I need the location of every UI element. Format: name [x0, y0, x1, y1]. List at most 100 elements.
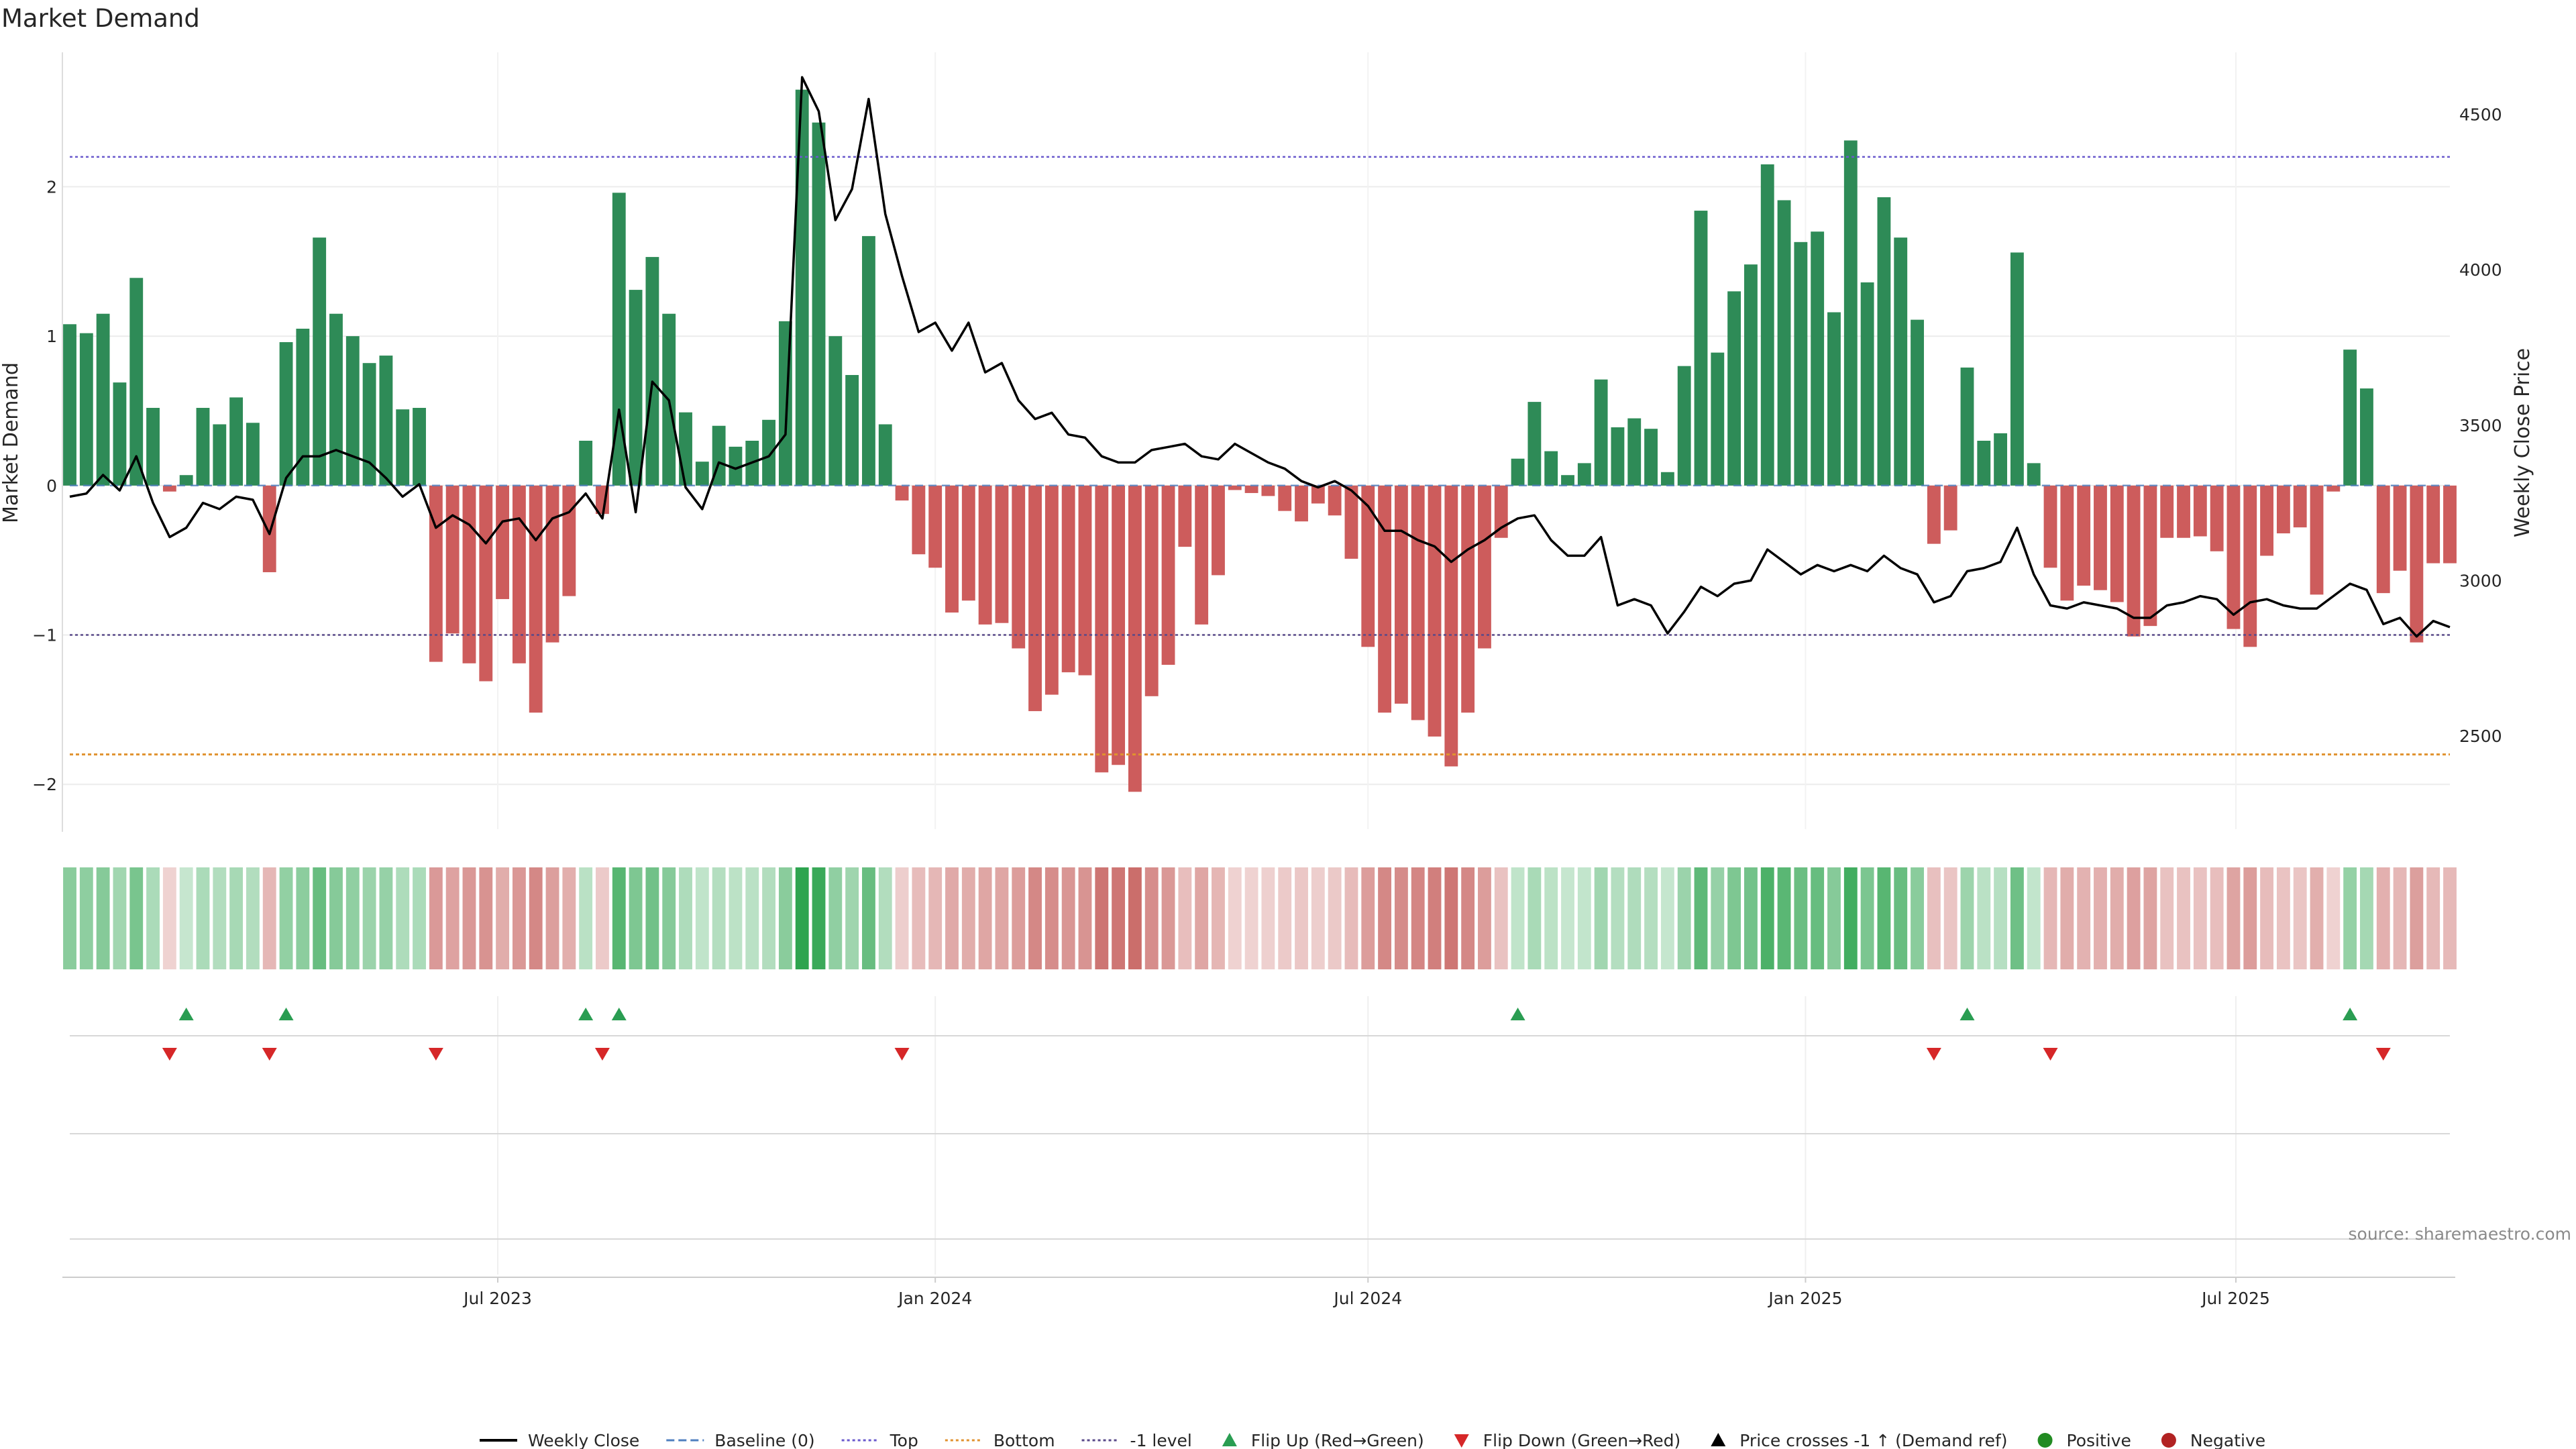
strip-cell [512, 867, 526, 969]
legend-item-negative: Negative [2161, 1431, 2265, 1449]
demand-bar [545, 485, 559, 643]
strip-cell [479, 867, 493, 969]
demand-bar [1894, 237, 1908, 486]
demand-bar [1261, 485, 1275, 496]
strip-cell [1594, 867, 1608, 969]
demand-bar [362, 363, 376, 486]
demand-bar [2343, 350, 2357, 486]
legend-item-flip-down: Flip Down (Green→Red) [1454, 1431, 1681, 1449]
flip-up-marker [2343, 1008, 2358, 1020]
demand-bar [1694, 211, 1708, 486]
strip-cell [1178, 867, 1192, 969]
strip-cell [1527, 867, 1542, 969]
demand-bar [878, 424, 892, 486]
demand-bar [1827, 312, 1841, 486]
strip-cell [1461, 867, 1475, 969]
demand-bar [1960, 367, 1974, 486]
strip-cell [2027, 867, 2041, 969]
strip-cell [2060, 867, 2074, 969]
strip-cell [1544, 867, 1558, 969]
strip-cell [712, 867, 726, 969]
demand-bar [379, 356, 393, 486]
strip-cell [79, 867, 93, 969]
strip-cell [1511, 867, 1525, 969]
y-tick-left-label: 1 [46, 327, 57, 346]
strip-cell [1012, 867, 1026, 969]
strip-cell [878, 867, 892, 969]
strip-cell [928, 867, 943, 969]
strip-cell [196, 867, 210, 969]
demand-bar [396, 409, 410, 486]
strip-cell [1627, 867, 1642, 969]
strip-cell [2243, 867, 2257, 969]
flip-up-marker [611, 1008, 627, 1020]
strip-cell [496, 867, 510, 969]
flip-down-marker [162, 1048, 177, 1061]
strip-cell [2193, 867, 2207, 969]
strip-cell [1428, 867, 1442, 969]
strip-cell [1078, 867, 1092, 969]
demand-bar [1144, 485, 1159, 696]
demand-bar [1794, 241, 1808, 486]
flip-down-marker [2375, 1048, 2391, 1061]
y-tick-left-label: 2 [46, 177, 57, 197]
demand-bar [529, 485, 543, 713]
strip-cell [1244, 867, 1258, 969]
legend-label: Price crosses -1 ↑ (Demand ref) [1739, 1431, 2007, 1449]
y-tick-left-label: 0 [46, 476, 57, 496]
demand-bar [1660, 472, 1674, 486]
strip-cell [1212, 867, 1225, 969]
strip-cell [1278, 867, 1292, 969]
strip-cell [1195, 867, 1209, 969]
demand-bar [795, 89, 809, 486]
strip-cell [162, 867, 176, 969]
strip-cell [2343, 867, 2357, 969]
strip-cell [262, 867, 276, 969]
demand-bar [2260, 485, 2274, 556]
weekly-close-line [69, 76, 2451, 638]
demand-bar [1228, 485, 1242, 490]
demand-bar [1843, 140, 1858, 486]
strip-cell [362, 867, 376, 969]
strip-cell [2110, 867, 2124, 969]
demand-bar [729, 446, 743, 486]
demand-bar [429, 485, 443, 662]
demand-bar [1178, 485, 1192, 547]
demand-bar [1577, 463, 1591, 486]
triangle-up-icon [1222, 1433, 1237, 1446]
strip-cell [113, 867, 127, 969]
legend-label: Positive [2067, 1431, 2131, 1449]
demand-bar [1911, 319, 1924, 486]
demand-bar [1212, 485, 1225, 576]
demand-bar [1811, 231, 1825, 486]
triangle-down-icon [1454, 1434, 1469, 1448]
demand-bar [2094, 485, 2107, 590]
demand-bar [1927, 485, 1941, 544]
demand-bar [1112, 485, 1126, 765]
demand-bar [961, 485, 975, 601]
strip-cell [2077, 867, 2091, 969]
demand-bar [828, 336, 843, 486]
strip-cell [1561, 867, 1574, 969]
demand-bar [762, 419, 775, 486]
x-tick-label: Jan 2025 [1767, 1289, 1842, 1308]
demand-bar [63, 324, 76, 486]
demand-bar [129, 278, 144, 486]
reference-lines [70, 156, 2450, 756]
strip-cell [213, 867, 227, 969]
legend-label: -1 level [1130, 1431, 1192, 1449]
flip-down-marker [894, 1048, 910, 1061]
legend-label: Weekly Close [528, 1431, 639, 1449]
strip-cell [1943, 867, 1957, 969]
grid [62, 52, 2450, 1275]
legend-item-weekly-close: Weekly Close [480, 1431, 639, 1449]
demand-bar [2027, 463, 2041, 486]
legend-label: Flip Down (Green→Red) [1483, 1431, 1681, 1449]
strip-cell [1677, 867, 1691, 969]
demand-bar [479, 485, 493, 682]
demand-bar [1760, 164, 1774, 486]
demand-bar [1511, 458, 1525, 486]
triangle-up-icon [1711, 1433, 1726, 1446]
demand-bar [1012, 485, 1026, 649]
demand-bar [1295, 485, 1308, 522]
